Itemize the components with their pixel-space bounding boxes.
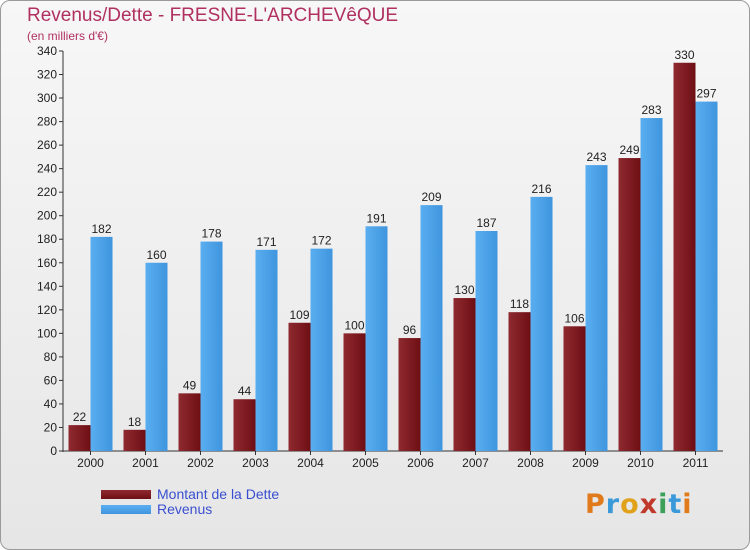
chart-title: Revenus/Dette - FRESNE-L'ARCHEVêQUE (27, 5, 399, 26)
x-tick-label: 2008 (517, 456, 544, 470)
bar-revenue (365, 226, 388, 451)
data-label-debt: 22 (73, 410, 87, 424)
x-tick-label: 2011 (683, 456, 709, 470)
bar-revenue (530, 196, 553, 451)
bar-debt (453, 298, 476, 451)
y-tick-label: 20 (44, 420, 58, 434)
y-tick-label: 100 (37, 326, 57, 340)
data-label-revenue: 216 (531, 182, 551, 196)
bar-debt (618, 158, 641, 451)
bar-debt (123, 429, 146, 451)
data-label-debt: 96 (403, 323, 417, 337)
y-tick-label: 300 (37, 91, 57, 105)
logo-letter: i (682, 489, 693, 520)
data-label-revenue: 191 (366, 211, 386, 225)
bar-revenue (255, 249, 278, 451)
y-tick-label: 0 (50, 444, 57, 458)
y-tick-label: 340 (37, 44, 57, 58)
data-label-debt: 49 (183, 378, 197, 392)
proxiti-logo[interactable]: Proxiti (585, 489, 693, 520)
logo-letter: o (620, 489, 640, 520)
logo-letter: r (605, 489, 621, 520)
legend-label-revenue: Revenus (157, 501, 213, 517)
bar-debt (563, 326, 586, 451)
bar-debt (288, 322, 311, 451)
bar-revenue (475, 231, 498, 451)
y-tick-label: 260 (37, 138, 57, 152)
data-label-revenue: 297 (696, 87, 716, 101)
logo-letter: x (639, 489, 659, 520)
bar-revenue (420, 205, 443, 451)
data-label-revenue: 209 (421, 190, 441, 204)
y-tick-label: 280 (37, 115, 57, 129)
data-label-revenue: 187 (476, 216, 496, 230)
data-label-debt: 106 (564, 311, 584, 325)
bar-revenue (640, 118, 663, 451)
bar-debt (673, 62, 696, 451)
x-tick-label: 2000 (77, 456, 104, 470)
data-label-debt: 44 (238, 384, 252, 398)
y-tick-label: 180 (37, 232, 57, 246)
y-tick-label: 160 (37, 256, 57, 270)
x-tick-label: 2004 (297, 456, 324, 470)
data-label-revenue: 283 (641, 103, 661, 117)
bar-debt (398, 338, 421, 451)
x-tick-label: 2009 (572, 456, 599, 470)
bar-debt (233, 399, 256, 451)
x-tick-label: 2005 (352, 456, 379, 470)
bar-debt (68, 425, 91, 451)
y-tick-label: 320 (37, 68, 57, 82)
legend-swatch-revenue (101, 505, 151, 514)
data-label-debt: 330 (674, 48, 694, 62)
y-tick-label: 200 (37, 209, 57, 223)
x-tick-label: 2003 (242, 456, 269, 470)
chart-subtitle: (en milliers d'€) (27, 29, 108, 43)
y-tick-label: 80 (44, 350, 58, 364)
bar-revenue (145, 262, 168, 451)
y-tick-label: 40 (44, 397, 58, 411)
data-label-debt: 100 (344, 318, 364, 332)
data-label-revenue: 243 (586, 150, 606, 164)
logo-letter: t (668, 489, 683, 520)
logo-letter: i (658, 489, 669, 520)
data-label-debt: 109 (289, 308, 309, 322)
data-label-debt: 118 (510, 297, 529, 311)
legend-label-debt: Montant de la Dette (157, 486, 280, 502)
data-label-debt: 249 (619, 143, 639, 157)
data-label-revenue: 182 (91, 222, 111, 236)
data-label-revenue: 171 (256, 235, 276, 249)
data-label-revenue: 172 (311, 234, 331, 248)
y-tick-label: 60 (44, 373, 58, 387)
bar-revenue (695, 101, 718, 452)
data-label-revenue: 178 (201, 227, 221, 241)
y-tick-label: 140 (37, 279, 57, 293)
bar-debt (178, 393, 201, 451)
bar-revenue (310, 248, 333, 451)
bar-revenue (200, 241, 223, 451)
x-tick-label: 2001 (132, 456, 159, 470)
x-tick-label: 2002 (187, 456, 214, 470)
y-tick-label: 220 (37, 185, 57, 199)
x-tick-label: 2010 (627, 456, 654, 470)
y-tick-label: 240 (37, 162, 57, 176)
bar-revenue (90, 236, 113, 451)
x-tick-label: 2006 (407, 456, 434, 470)
data-label-debt: 18 (128, 415, 142, 429)
bar-debt (508, 312, 531, 451)
x-tick-label: 2007 (462, 456, 489, 470)
data-label-debt: 130 (454, 283, 474, 297)
bar-revenue (585, 165, 608, 451)
bar-debt (343, 333, 366, 451)
legend-swatch-debt (101, 490, 151, 499)
y-tick-label: 120 (37, 303, 57, 317)
logo-letter: P (585, 489, 606, 520)
data-label-revenue: 160 (146, 248, 166, 262)
